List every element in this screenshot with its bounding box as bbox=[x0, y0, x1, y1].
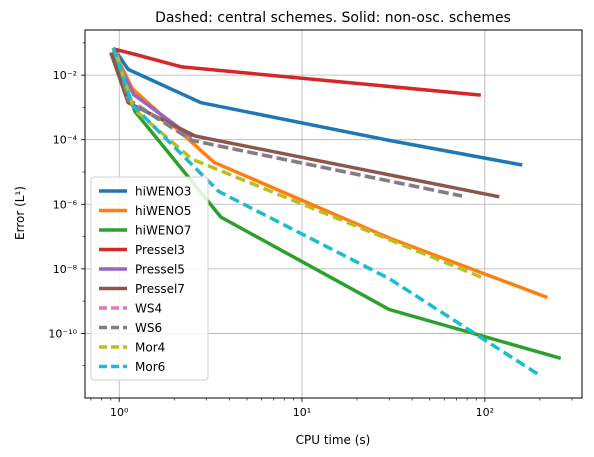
x-tick-label: 10⁰ bbox=[110, 406, 129, 419]
legend-label: WS4 bbox=[135, 302, 162, 316]
series-line-pressel3 bbox=[112, 47, 481, 97]
series-line-mor4 bbox=[115, 55, 486, 281]
legend-label: Pressel3 bbox=[135, 243, 185, 257]
legend-label: hiWENO7 bbox=[135, 224, 191, 238]
legend-label: Mor4 bbox=[135, 341, 165, 355]
legend-label: Mor6 bbox=[135, 360, 165, 374]
plot-area bbox=[109, 46, 562, 377]
y-tick-label: 10⁻¹⁰ bbox=[48, 327, 77, 340]
legend-label: Pressel7 bbox=[135, 282, 185, 296]
y-tick-label: 10⁻⁴ bbox=[53, 134, 78, 147]
y-tick-label: 10⁻⁶ bbox=[53, 198, 78, 211]
axes: 10⁰ 10¹ 10² 10⁻¹⁰ 10⁻⁸ 10⁻⁶ 10⁻⁴ 10⁻² bbox=[48, 42, 573, 419]
legend-box bbox=[90, 176, 209, 381]
series-line-pressel7 bbox=[109, 52, 500, 199]
legend-label: hiWENO5 bbox=[135, 204, 191, 218]
x-tick-label: 10¹ bbox=[293, 406, 311, 419]
legend: hiWENO3 hiWENO5 hiWENO7 Pressel3 Pressel5 Pre… bbox=[90, 176, 209, 381]
y-axis-label: Error (L¹) bbox=[13, 186, 27, 240]
x-tick-label: 10² bbox=[476, 406, 494, 419]
legend-label: Pressel5 bbox=[135, 263, 185, 277]
series-line-mor6 bbox=[111, 47, 541, 377]
x-axis-label: CPU time (s) bbox=[296, 433, 371, 447]
chart-title: Dashed: central schemes. Solid: non-osc.… bbox=[155, 10, 511, 26]
plot-frame bbox=[84, 29, 583, 399]
y-tick-label: 10⁻⁸ bbox=[53, 263, 78, 276]
series-line-hiweno3 bbox=[111, 46, 523, 167]
legend-label: WS6 bbox=[135, 321, 162, 335]
legend-label: hiWENO3 bbox=[135, 185, 191, 199]
y-tick-label: 10⁻² bbox=[53, 69, 77, 82]
